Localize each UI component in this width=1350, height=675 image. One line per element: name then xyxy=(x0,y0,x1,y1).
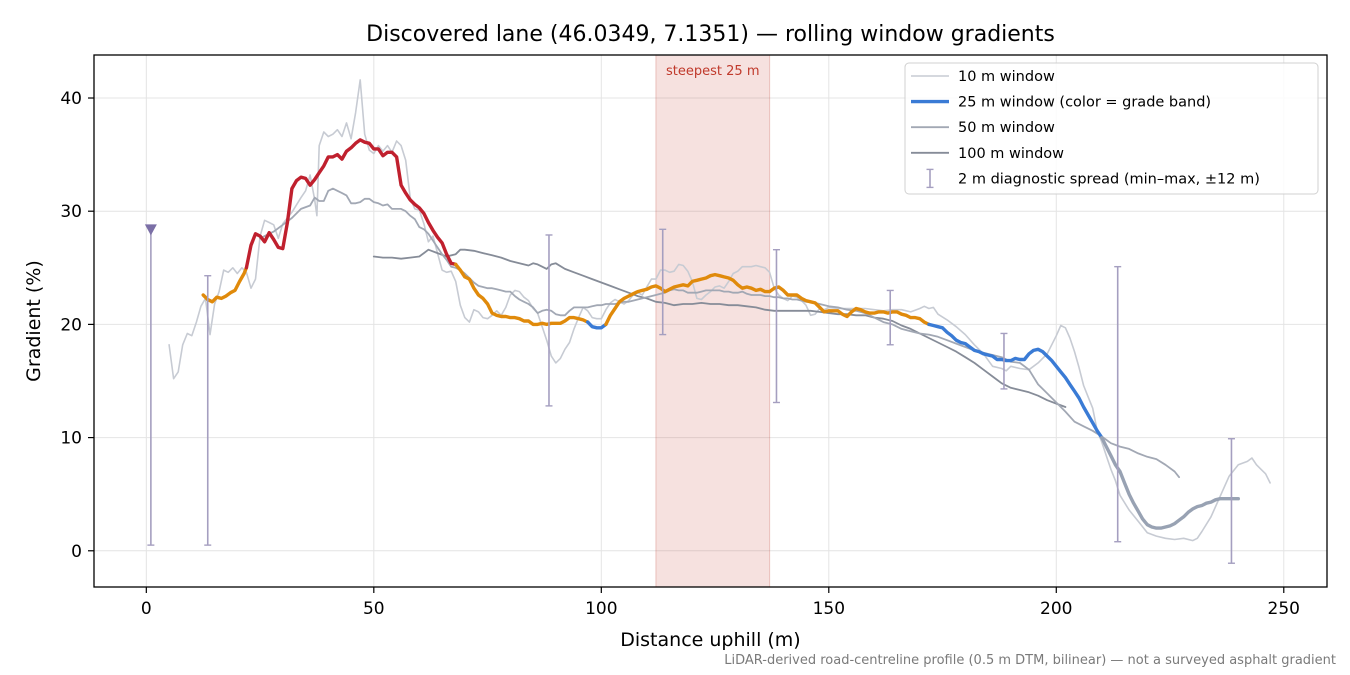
series-25m-segment-1 xyxy=(201,266,249,304)
legend-label: 2 m diagnostic spread (min–max, ±12 m) xyxy=(958,171,1260,187)
error-bar-8 xyxy=(1114,265,1122,543)
error-bar-7 xyxy=(1000,332,1008,390)
footnote: LiDAR-derived road-centreline profile (0… xyxy=(724,653,1336,668)
x-axis: 0 50 100 150 200 250 xyxy=(141,587,1300,619)
y-axis: 0 10 20 30 40 xyxy=(60,89,94,562)
x-tick-label: 250 xyxy=(1268,599,1300,619)
x-tick-label: 100 xyxy=(585,599,617,619)
series-25m-segment-4 xyxy=(586,320,608,330)
plot-frame xyxy=(93,54,1328,588)
series-25m-segment-3 xyxy=(454,262,590,327)
error-bars xyxy=(144,224,1235,564)
chart-title: Discovered lane (46.0349, 7.1351) — roll… xyxy=(366,22,1055,47)
error-bar-3 xyxy=(545,234,553,407)
series-25m-segment-6 xyxy=(927,322,1104,440)
error-bar-9 xyxy=(1227,438,1235,564)
legend-label: 50 m window xyxy=(958,120,1055,136)
legend-item-err: 2 m diagnostic spread (min–max, ±12 m) xyxy=(926,168,1260,189)
y-tick-label: 30 xyxy=(60,202,82,222)
legend-item-w25: 25 m window (color = grade band) xyxy=(911,95,1211,111)
error-bar-6 xyxy=(886,289,894,346)
steepest-band-rect xyxy=(655,54,771,588)
triangle-marker-icon xyxy=(144,224,157,236)
error-bar-2 xyxy=(204,275,212,546)
series-layer xyxy=(168,79,1271,542)
x-axis-label: Distance uphill (m) xyxy=(620,629,800,651)
legend-label: 100 m window xyxy=(958,146,1064,162)
steepest-band-label: steepest 25 m xyxy=(666,64,759,79)
y-axis-label: Gradient (%) xyxy=(23,260,45,382)
y-tick-label: 20 xyxy=(60,315,82,335)
error-bar-5 xyxy=(772,248,780,404)
error-bar-1 xyxy=(144,224,157,546)
legend-box xyxy=(904,62,1319,195)
series-50m-line xyxy=(259,187,1180,479)
legend-item-w100: 100 m window xyxy=(911,146,1064,162)
legend: 10 m window 25 m window (color = grade ba… xyxy=(904,62,1319,195)
legend-item-w10: 10 m window xyxy=(911,69,1055,85)
legend-label: 25 m window (color = grade band) xyxy=(958,95,1211,111)
legend-item-w50: 50 m window xyxy=(911,120,1055,136)
x-tick-label: 200 xyxy=(1040,599,1072,619)
error-bar-4 xyxy=(659,228,667,336)
series-10m-line xyxy=(168,79,1271,542)
series-100m-line xyxy=(372,248,1067,408)
steepest-band: steepest 25 m xyxy=(655,54,771,588)
x-tick-label: 50 xyxy=(363,599,385,619)
series-25m-segment-2 xyxy=(244,138,458,270)
series-25m-segment-5 xyxy=(604,272,931,327)
x-tick-label: 0 xyxy=(141,599,152,619)
y-tick-label: 40 xyxy=(60,89,82,109)
legend-label: 10 m window xyxy=(958,69,1055,85)
y-tick-label: 0 xyxy=(71,542,82,562)
series-25m-segment-7 xyxy=(1100,435,1240,530)
x-tick-label: 150 xyxy=(813,599,845,619)
y-tick-label: 10 xyxy=(60,429,82,449)
